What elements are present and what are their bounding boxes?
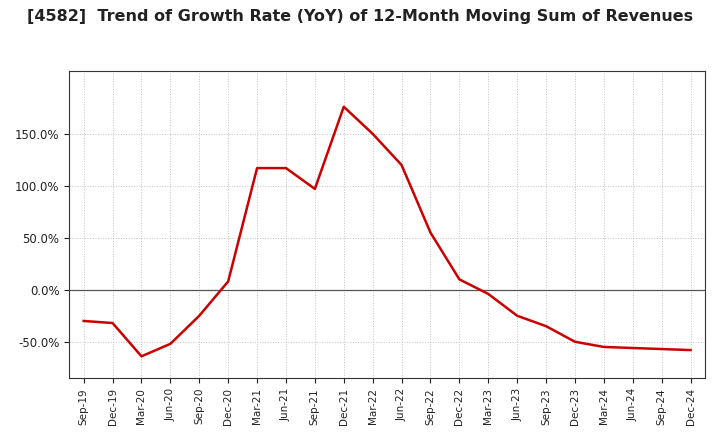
Text: [4582]  Trend of Growth Rate (YoY) of 12-Month Moving Sum of Revenues: [4582] Trend of Growth Rate (YoY) of 12-… <box>27 9 693 24</box>
